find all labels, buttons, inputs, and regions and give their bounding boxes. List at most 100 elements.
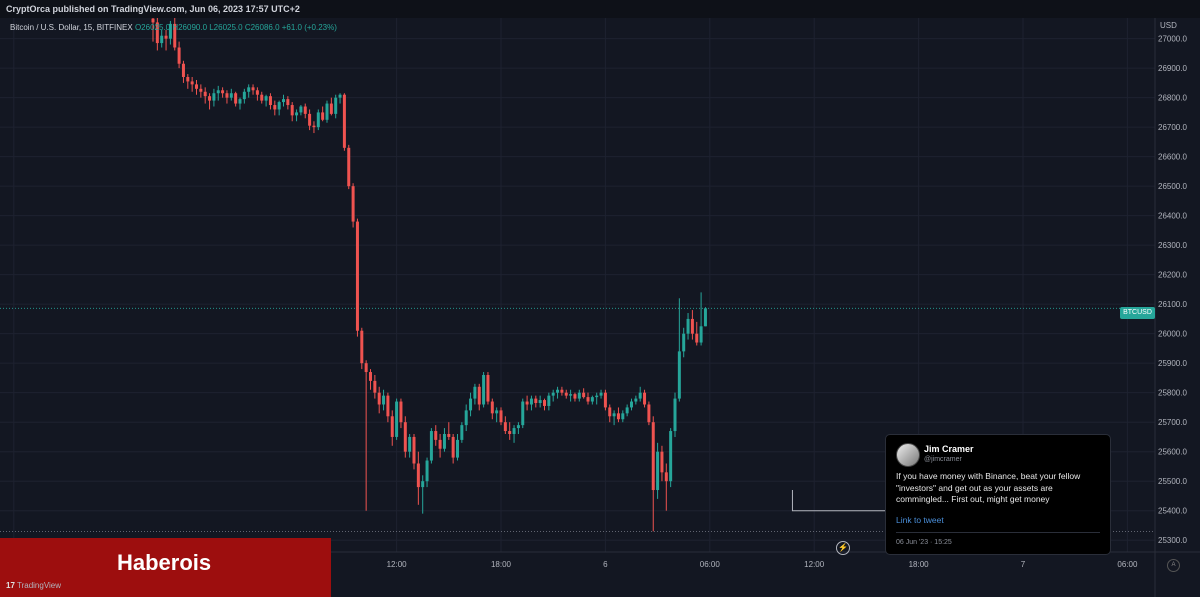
candle-body	[703, 308, 707, 327]
y-tick-label: 26600.0	[1158, 153, 1187, 162]
candle-body	[621, 413, 625, 420]
candle-body	[195, 84, 198, 89]
candle-body	[669, 431, 673, 482]
x-tick-label: 6	[603, 560, 608, 569]
candle-body	[612, 413, 616, 417]
candle-body	[199, 88, 203, 92]
candle-body	[534, 398, 538, 404]
candle-body	[551, 392, 555, 396]
candle-body	[660, 451, 664, 473]
candle-body	[242, 91, 246, 100]
candle-body	[399, 401, 403, 423]
tweet-link[interactable]: Link to tweet	[896, 515, 944, 525]
x-tick-label: 18:00	[491, 560, 512, 569]
tradingview-logo: 17 TradingView	[6, 581, 61, 590]
candle-body	[438, 439, 442, 449]
candle-body	[203, 91, 207, 97]
candle-body	[638, 392, 642, 399]
candle-body	[342, 94, 346, 148]
candle-body	[216, 90, 220, 94]
tweet-divider	[896, 532, 1100, 533]
candle-body	[482, 374, 486, 405]
candle-body	[229, 93, 233, 98]
candle-body	[577, 392, 581, 399]
publisher-text: CryptOrca published on TradingView.com, …	[6, 4, 300, 14]
candle-body	[377, 392, 381, 405]
candle-body	[503, 422, 507, 432]
candle-body	[512, 428, 516, 434]
candle-body	[173, 23, 177, 48]
candle-body	[325, 103, 329, 120]
y-tick-label: 26000.0	[1158, 330, 1187, 339]
candle-body	[473, 386, 477, 399]
x-tick-label: 12:00	[804, 560, 825, 569]
candle-body	[403, 422, 407, 452]
candle-body	[416, 463, 420, 488]
y-tick-label: 25700.0	[1158, 418, 1187, 427]
candle-body	[373, 380, 377, 393]
candle-body	[434, 431, 438, 440]
candle-body	[643, 392, 647, 405]
candle-body	[347, 147, 351, 187]
x-tick-label: 18:00	[909, 560, 930, 569]
symbol-legend: Bitcoin / U.S. Dollar, 15, BITFINEX O260…	[10, 23, 337, 32]
candle-body	[268, 96, 272, 106]
publisher-bar: CryptOrca published on TradingView.com, …	[0, 0, 1200, 18]
candle-body	[273, 105, 277, 110]
candle-body	[234, 93, 238, 104]
candle-body	[255, 90, 259, 95]
candle-body	[355, 221, 359, 331]
candle-body	[599, 392, 603, 396]
candle-body	[364, 363, 368, 373]
auto-scale-button[interactable]: A	[1167, 559, 1180, 572]
candle-body	[538, 400, 542, 404]
candle-body	[168, 23, 172, 39]
y-tick-label: 25600.0	[1158, 448, 1187, 457]
candle-body	[686, 318, 690, 334]
candle-body	[677, 351, 681, 399]
candle-body	[651, 422, 655, 491]
candle-body	[499, 410, 503, 423]
candle-body	[286, 99, 290, 106]
candle-body	[664, 472, 668, 482]
candle-body	[412, 436, 416, 464]
candle-body	[590, 397, 594, 402]
candle-body	[690, 318, 694, 334]
candle-body	[277, 102, 281, 110]
y-tick-label: 26700.0	[1158, 123, 1187, 132]
candle-body	[177, 47, 181, 64]
candle-body	[442, 433, 446, 449]
candle-body	[186, 77, 190, 82]
y-tick-label: 25500.0	[1158, 477, 1187, 486]
y-tick-label: 26900.0	[1158, 64, 1187, 73]
candle-body	[556, 389, 560, 393]
candle-body	[369, 372, 372, 381]
candle-body	[155, 22, 159, 44]
candle-body	[521, 401, 525, 426]
candle-body	[586, 397, 590, 402]
candle-body	[603, 392, 607, 408]
tweet-connector	[791, 490, 885, 512]
candle-body	[351, 186, 355, 222]
tradingview-logo-icon: 17	[6, 581, 15, 590]
candle-body	[447, 433, 451, 437]
candle-body	[303, 106, 307, 114]
candle-body	[251, 87, 255, 91]
candle-body	[264, 96, 268, 101]
x-tick-label: 7	[1021, 560, 1026, 569]
candle-body	[608, 407, 612, 417]
candle-body	[695, 333, 699, 343]
lightning-icon[interactable]: ⚡	[836, 541, 850, 555]
tweet-author-handle: @jimcramer	[924, 456, 962, 463]
candle-body	[421, 481, 425, 488]
candle-body	[334, 97, 338, 114]
tweet-card[interactable]: Jim Cramer @jimcramer If you have money …	[885, 434, 1111, 555]
candle-body	[395, 401, 399, 437]
candle-body	[247, 87, 251, 92]
candle-body	[290, 105, 294, 116]
x-tick-label: 06:00	[1117, 560, 1138, 569]
candle-body	[516, 425, 520, 429]
candle-body	[208, 96, 212, 101]
candle-body	[386, 395, 390, 417]
